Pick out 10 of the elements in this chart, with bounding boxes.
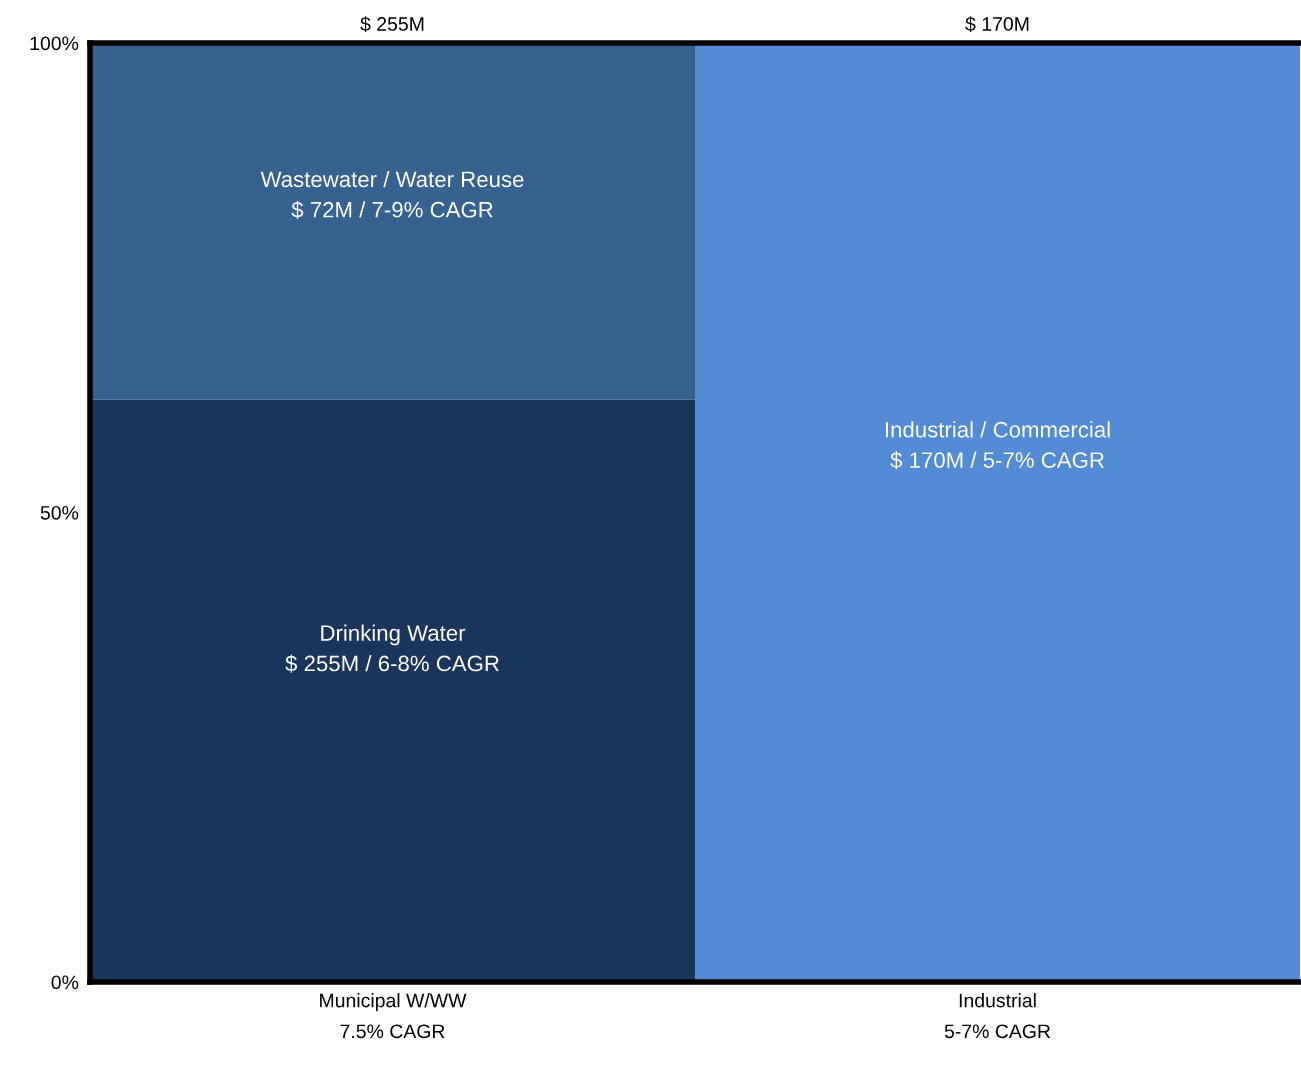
y-tick-label: 0% (51, 975, 79, 990)
y-tick-label: 100% (30, 36, 79, 51)
annotation: Industrial / Commercial $ 170M / 5-7% CAGR (885, 421, 1110, 470)
y-tick-label: 50% (40, 505, 79, 520)
annotation: $ 255M (360, 16, 424, 32)
annotation: $ 170M (965, 16, 1029, 32)
annotation: Drinking Water $ 255M / 6-8% CAGR (285, 624, 499, 673)
x-tick-label: Municipal W/WW 7.5% CAGR (320, 993, 467, 1039)
annotation: Wastewater / Water Reuse $ 72M / 7-9% CAGR (260, 170, 524, 219)
x-tick-label: Industrial 5-7% CAGR (944, 993, 1051, 1039)
